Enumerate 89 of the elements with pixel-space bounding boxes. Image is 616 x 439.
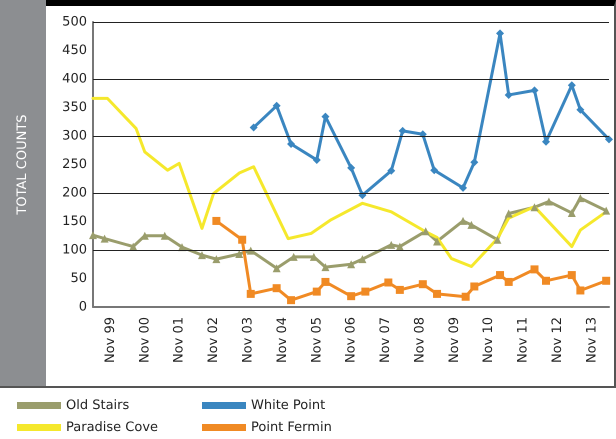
x-tick-label: Nov 13 <box>584 317 600 364</box>
point <box>387 240 396 249</box>
point <box>544 198 553 206</box>
point <box>576 194 584 202</box>
point <box>467 220 476 229</box>
point <box>568 208 576 217</box>
point <box>576 106 584 114</box>
point <box>530 203 539 212</box>
point <box>212 216 220 225</box>
legend-label: White Point <box>251 398 326 413</box>
point <box>493 236 502 244</box>
point <box>418 280 427 288</box>
point <box>160 232 169 240</box>
point <box>605 135 613 144</box>
point <box>459 216 468 225</box>
x-tick-label: Nov 05 <box>309 317 324 364</box>
x-tick-label: Nov 01 <box>172 317 187 364</box>
point <box>433 290 442 298</box>
point <box>504 90 513 99</box>
x-tick-label: Nov 12 <box>550 317 566 364</box>
point <box>272 264 281 272</box>
point <box>542 276 550 285</box>
point <box>430 166 438 174</box>
y-tick-label: 50 <box>70 271 87 286</box>
point <box>287 296 296 304</box>
point <box>312 288 321 296</box>
point <box>530 86 539 94</box>
point <box>361 288 370 296</box>
point <box>530 265 539 274</box>
legend-label: Point Fermin <box>251 420 332 435</box>
point <box>462 292 470 301</box>
point <box>347 164 356 172</box>
y-tick-label: 0 <box>78 300 87 314</box>
x-tick-label: Nov 11 <box>516 317 531 364</box>
point <box>602 206 610 215</box>
y-tick-label: 450 <box>62 43 87 58</box>
x-tick-label: Nov 09 <box>446 317 462 364</box>
point <box>250 123 258 132</box>
y-tick-label: 100 <box>62 242 87 258</box>
point <box>396 286 404 294</box>
point <box>100 234 109 243</box>
point <box>347 260 356 268</box>
point <box>89 231 97 240</box>
y-tick-label: 500 <box>62 14 87 30</box>
point <box>272 284 281 292</box>
point <box>470 158 478 166</box>
point <box>246 290 255 298</box>
x-tick-label: Nov 99 <box>102 317 118 364</box>
x-tick-label: Nov 04 <box>274 317 290 364</box>
y-tick-label: 350 <box>62 100 87 115</box>
point <box>504 278 513 286</box>
point <box>358 255 366 264</box>
y-tick-label: 150 <box>62 214 87 229</box>
x-tick-label: Nov 02 <box>206 317 222 364</box>
point <box>470 282 478 290</box>
point <box>321 263 330 272</box>
legend-label: Paradise Cove <box>66 420 158 435</box>
point <box>272 102 281 110</box>
y-tick-label: 300 <box>62 128 87 144</box>
point <box>212 255 220 264</box>
point <box>287 140 296 148</box>
x-tick-label: Nov 00 <box>137 317 152 364</box>
y-tick-label: 400 <box>62 72 87 86</box>
point <box>387 166 396 175</box>
point <box>321 278 330 286</box>
x-tick-label: Nov 10 <box>481 317 496 364</box>
x-tick-label: Nov 06 <box>344 317 359 364</box>
point <box>238 236 246 244</box>
point <box>602 276 610 285</box>
x-tick-label: Nov 08 <box>412 317 428 364</box>
point <box>312 156 321 164</box>
y-axis-title: TOTAL COUNTS <box>15 114 30 216</box>
point <box>398 126 407 135</box>
point <box>459 184 468 192</box>
point <box>422 227 430 236</box>
legend-label: Old Stairs <box>66 398 130 413</box>
point <box>198 251 206 260</box>
y-tick-label: 250 <box>62 157 87 172</box>
x-tick-label: Nov 03 <box>240 317 256 364</box>
point <box>504 210 513 218</box>
x-tick-label: Nov 07 <box>378 317 394 364</box>
point <box>568 271 576 280</box>
point <box>433 237 442 246</box>
point <box>347 292 356 300</box>
point <box>496 271 504 280</box>
y-tick-label: 200 <box>62 186 87 200</box>
point <box>576 286 584 294</box>
point <box>384 278 392 286</box>
point <box>290 252 298 261</box>
